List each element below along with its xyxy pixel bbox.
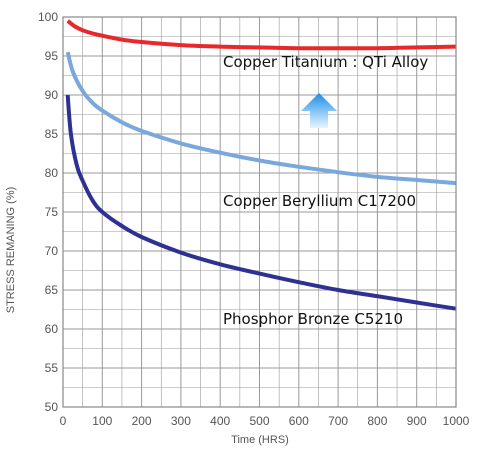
plot-frame-layer [62,16,457,408]
plot-frame [62,16,457,408]
grid-layer [63,17,456,407]
up-arrow-icon [301,93,337,128]
y-axis-label: STRESS REMANING (%) [5,187,17,314]
x-tick-label: 0 [60,414,67,428]
tick-label-layer: 0 100 200 300 400 500 600 700 800 900 1000 50 55 60 65… [38,10,470,428]
x-tick-label: 500 [249,414,269,428]
series-layer [65,19,457,311]
y-tick-label: 65 [45,283,59,297]
x-tick-label: 600 [289,414,309,428]
x-tick-label: 200 [132,414,152,428]
x-axis-label: Time (HRS) [231,434,289,446]
x-tick-label: 900 [407,414,427,428]
y-tick-label: 100 [38,10,58,24]
series-label-phosphor-bronze: Phosphor Bronze C5210 [223,310,403,328]
x-tick-label: 100 [92,414,112,428]
x-tick-label: 700 [328,414,348,428]
y-tick-label: 60 [45,322,59,336]
series-line-0 [66,19,457,51]
series-line-2 [65,94,457,311]
y-tick-label: 95 [45,49,59,63]
x-tick-label: 400 [210,414,230,428]
y-tick-label: 80 [45,166,59,180]
series-line-1 [65,51,457,186]
y-tick-label: 50 [45,400,59,414]
up-arrow-shape [301,93,337,128]
y-tick-label: 55 [45,361,59,375]
y-tick-label: 75 [45,205,59,219]
series-label-copper-titanium: Copper Titanium : QTi Alloy [223,53,428,71]
y-tick-label: 70 [45,244,59,258]
series-label-copper-beryllium: Copper Beryllium C17200 [223,192,416,210]
x-tick-label: 1000 [443,414,470,428]
x-tick-label: 300 [171,414,191,428]
y-tick-label: 85 [45,127,59,141]
y-tick-label: 90 [45,88,59,102]
x-tick-label: 800 [367,414,387,428]
